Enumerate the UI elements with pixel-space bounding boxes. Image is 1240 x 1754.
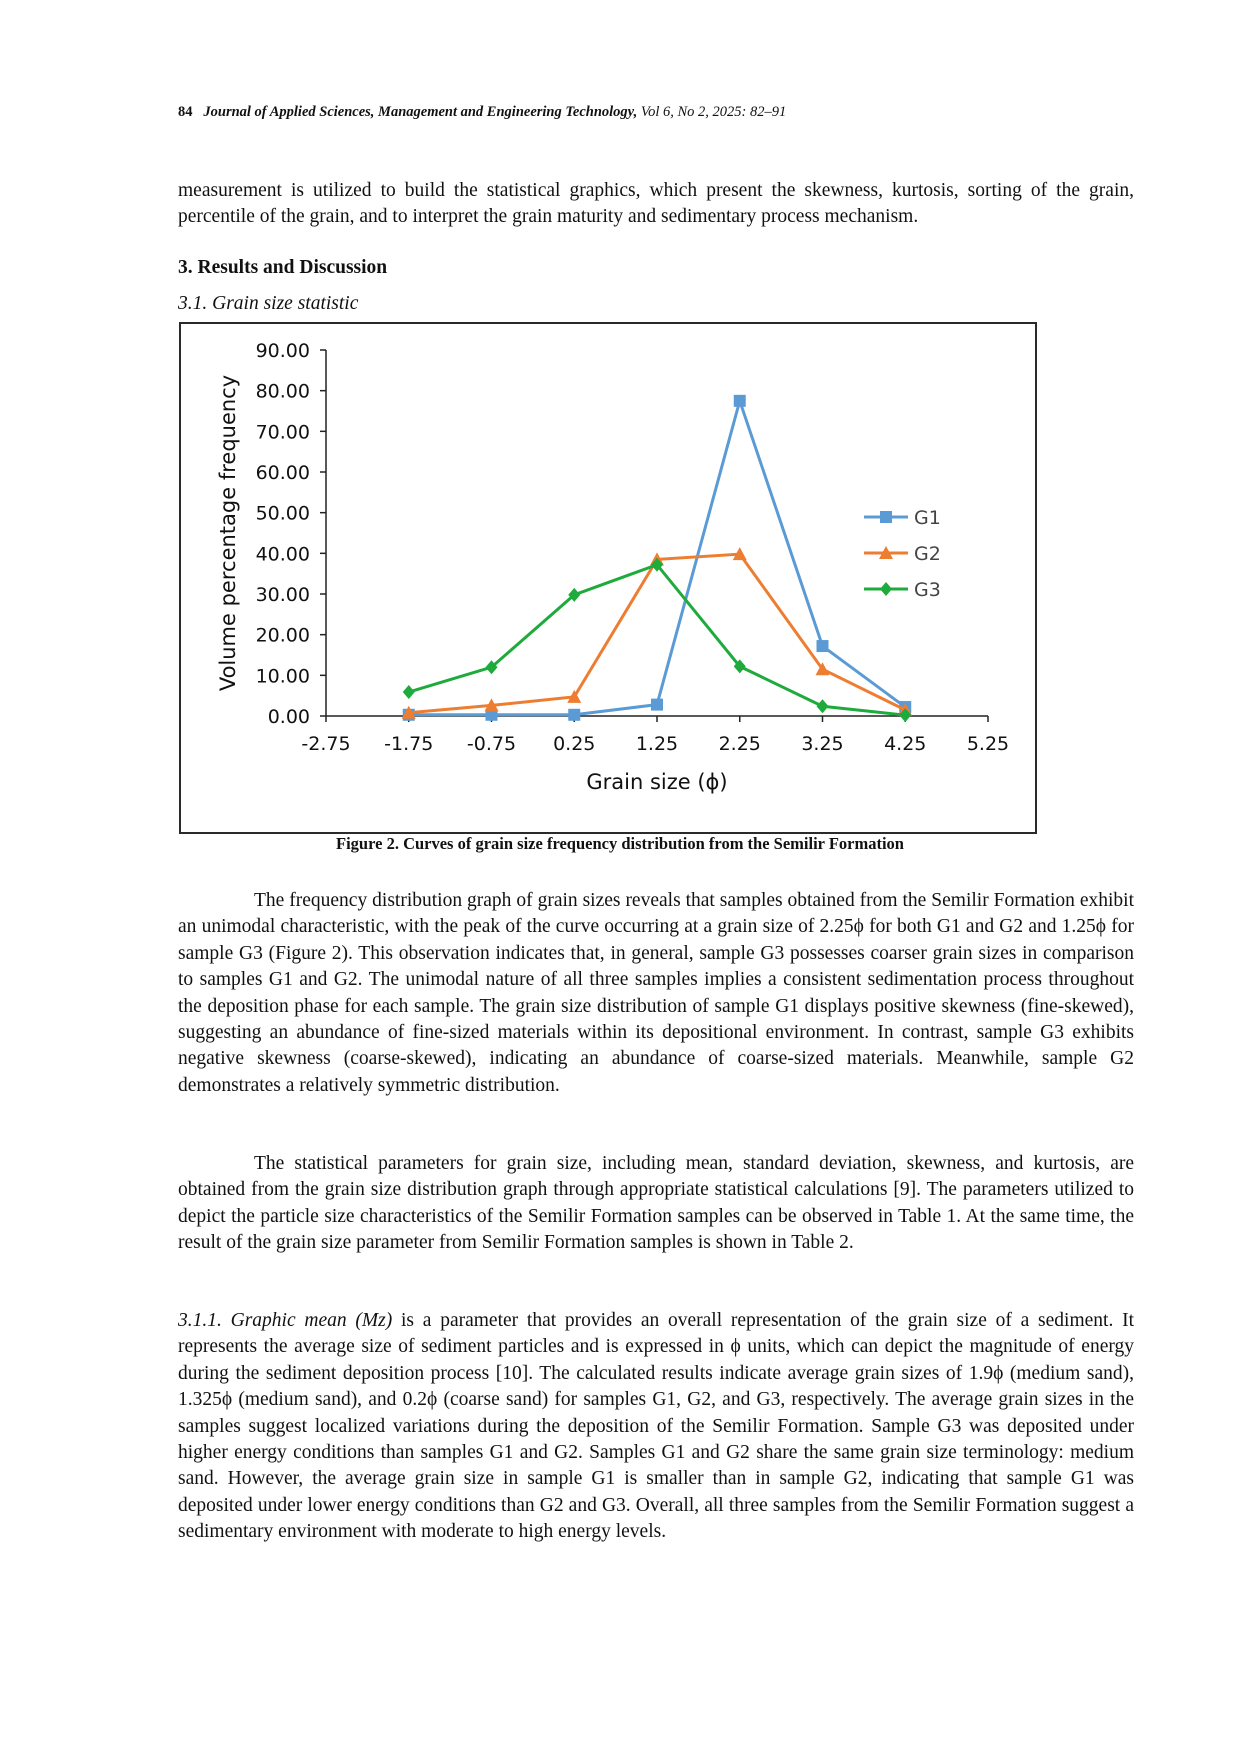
data-point-g3 <box>402 685 415 700</box>
data-point-g3 <box>651 557 663 572</box>
x-tick-label: 5.25 <box>967 733 1009 755</box>
x-tick-label: 4.25 <box>884 733 926 755</box>
y-tick-label: 30.00 <box>256 584 310 606</box>
series-line-g3 <box>408 562 906 717</box>
data-point-g2 <box>815 662 830 676</box>
subsection-heading: 3.1. Grain size statistic <box>178 293 359 314</box>
y-tick-label: 40.00 <box>256 543 310 565</box>
x-tick-label: -0.75 <box>467 733 516 755</box>
y-tick-label: 10.00 <box>256 665 310 687</box>
data-point-g3 <box>485 660 498 675</box>
paragraph-2: The statistical parameters for grain siz… <box>178 1153 1134 1254</box>
data-point-g2 <box>732 547 747 561</box>
paragraph-3-body: is a parameter that provides an overall … <box>178 1310 1135 1543</box>
data-point-g2 <box>401 705 416 719</box>
data-point-g3 <box>733 659 746 674</box>
series-line-g2 <box>408 552 906 715</box>
legend-label-g2: G2 <box>914 543 941 565</box>
y-tick-label: 20.00 <box>256 625 310 647</box>
graphic-mean-term: 3.1.1. Graphic mean (Mz) <box>178 1310 393 1331</box>
figure-caption: Figure 2. Curves of grain size frequency… <box>336 834 904 853</box>
data-point-g1 <box>651 698 663 711</box>
legend-label-g1: G1 <box>914 507 941 529</box>
data-point-g2 <box>484 698 499 712</box>
y-tick-label: 90.00 <box>256 340 310 362</box>
paragraph-3: 3.1.1. Graphic mean (Mz) is a parameter … <box>178 1308 1134 1546</box>
y-tick-label: 50.00 <box>256 503 310 525</box>
data-point-g2 <box>567 689 582 703</box>
running-header: 84 Journal of Applied Sciences, Manageme… <box>178 104 786 121</box>
journal-title: Journal of Applied Sciences, Management … <box>203 104 638 120</box>
data-point-g3 <box>816 699 829 714</box>
data-point-g3 <box>568 587 581 602</box>
x-tick-label: -2.75 <box>301 733 350 755</box>
line-chart: 0.00 10.00 20.00 30.00 40.00 50.00 60.00 70.00 8… <box>216 340 1009 794</box>
journal-volume: Vol 6, No 2, 2025: 82–91 <box>640 104 787 120</box>
data-point-g3 <box>899 708 912 723</box>
x-axis-title: Grain size (ϕ) <box>586 770 727 794</box>
data-point-g1 <box>568 708 581 721</box>
x-tick-label: 0.25 <box>553 733 595 755</box>
data-point-g1 <box>816 640 829 653</box>
legend-marker-g3 <box>880 582 892 596</box>
y-tick-label: 0.00 <box>268 706 310 728</box>
data-point-g1 <box>733 394 746 407</box>
paragraph-1: The frequency distribution graph of grai… <box>178 890 1134 1096</box>
y-tick-label: 80.00 <box>256 381 310 403</box>
section-heading: 3. Results and Discussion <box>178 257 388 278</box>
data-point-g1 <box>485 708 498 721</box>
legend-label-g3: G3 <box>914 579 941 601</box>
y-tick-label: 60.00 <box>256 462 310 484</box>
intro-paragraph: measurement is utilized to build the sta… <box>178 180 1134 228</box>
x-tick-label: 1.25 <box>636 733 678 755</box>
y-tick-label: 70.00 <box>256 421 310 443</box>
legend-marker-g1 <box>880 511 892 523</box>
x-tick-label: 3.25 <box>801 733 843 755</box>
page-number: 84 <box>178 104 193 120</box>
legend-marker-g2 <box>879 546 893 559</box>
x-tick-label: -1.75 <box>384 733 433 755</box>
y-axis-title: Volume percentage frequency <box>216 375 240 691</box>
figure-2-chart: 0.00 10.00 20.00 30.00 40.00 50.00 60.00 70.00 8… <box>179 322 1037 834</box>
x-tick-label: 2.25 <box>719 733 761 755</box>
